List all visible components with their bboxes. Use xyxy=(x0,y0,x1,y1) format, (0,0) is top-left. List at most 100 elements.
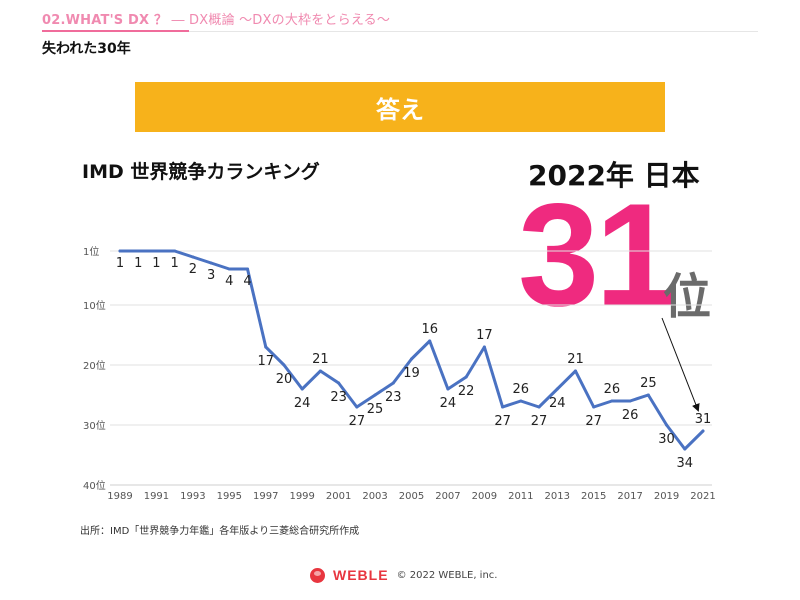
answer-banner: 答え xyxy=(135,82,665,132)
data-label: 21 xyxy=(312,352,329,367)
x-tick-label: 2011 xyxy=(508,491,533,502)
data-label: 20 xyxy=(276,372,293,387)
x-tick-label: 1997 xyxy=(253,491,278,502)
data-label: 27 xyxy=(585,414,602,429)
header-accent-bar xyxy=(42,30,189,32)
data-point xyxy=(646,393,650,397)
data-label: 1 xyxy=(134,256,142,271)
x-tick-label: 2021 xyxy=(690,491,715,502)
data-label: 25 xyxy=(367,402,384,417)
data-point xyxy=(355,405,359,409)
x-tick-label: 2003 xyxy=(362,491,387,502)
data-label: 2 xyxy=(189,262,197,277)
rank-unit: 位 xyxy=(663,269,712,325)
data-label: 17 xyxy=(257,354,274,369)
section-number: 02.WHAT'S DX ？ xyxy=(42,13,168,28)
data-point xyxy=(701,429,705,433)
data-point xyxy=(118,249,122,253)
data-label: 1 xyxy=(116,256,124,271)
data-label: 19 xyxy=(403,366,420,381)
data-point xyxy=(610,399,614,403)
copyright-text: © 2022 WEBLE, inc. xyxy=(396,569,498,581)
data-label: 23 xyxy=(330,390,347,405)
x-tick-label: 2013 xyxy=(545,491,570,502)
data-label: 26 xyxy=(622,408,639,423)
data-label: 16 xyxy=(421,322,438,337)
x-tick-label: 1999 xyxy=(289,491,314,502)
x-tick-label: 1995 xyxy=(217,491,242,502)
data-label: 27 xyxy=(494,414,511,429)
data-point xyxy=(482,345,486,349)
source-note: 出所：IMD「世界競争力年鑑」各年版より三菱総合研究所作成 xyxy=(80,526,360,537)
data-point xyxy=(227,267,231,271)
data-label: 34 xyxy=(677,456,694,471)
y-tick-label: 1位 xyxy=(83,245,99,258)
slide-subtitle: 失われた30年 xyxy=(42,41,131,57)
data-label: 4 xyxy=(243,274,251,289)
x-tick-label: 1989 xyxy=(107,491,132,502)
data-point xyxy=(154,249,158,253)
data-point xyxy=(391,381,395,385)
data-point xyxy=(209,261,213,265)
data-point xyxy=(519,399,523,403)
callout-arrow xyxy=(661,317,700,412)
x-tick-label: 2007 xyxy=(435,491,460,502)
section-title: ― DX概論 ～DXの大枠をとらえる～ xyxy=(167,13,391,28)
x-tick-label: 2017 xyxy=(617,491,642,502)
header-divider xyxy=(42,31,758,32)
x-tick-label: 2001 xyxy=(326,491,351,502)
data-point xyxy=(373,393,377,397)
data-point xyxy=(501,405,505,409)
data-point xyxy=(136,249,140,253)
x-tick-label: 2009 xyxy=(472,491,497,502)
data-point xyxy=(537,405,541,409)
data-point xyxy=(446,387,450,391)
data-label: 25 xyxy=(640,376,657,391)
data-point xyxy=(683,447,687,451)
data-label: 23 xyxy=(385,390,402,405)
data-point xyxy=(555,387,559,391)
y-tick-label: 40位 xyxy=(83,479,106,492)
data-label: 26 xyxy=(604,382,621,397)
data-label: 1 xyxy=(152,256,160,271)
x-tick-label: 2015 xyxy=(581,491,606,502)
data-label: 24 xyxy=(294,396,311,411)
data-label: 3 xyxy=(207,268,215,283)
data-label: 17 xyxy=(476,328,493,343)
y-tick-label: 10位 xyxy=(83,299,106,312)
data-point xyxy=(410,357,413,361)
section-header: 02.WHAT'S DX ？ ― DX概論 ～DXの大枠をとらえる～ xyxy=(42,9,390,28)
rank-value: 31 xyxy=(518,173,676,336)
data-point xyxy=(173,249,177,253)
y-tick-label: 30位 xyxy=(83,419,106,432)
data-point xyxy=(300,387,304,391)
data-label: 24 xyxy=(549,396,566,411)
x-tick-label: 2019 xyxy=(654,491,679,502)
answer-label: 答え xyxy=(376,95,424,124)
y-tick-label: 20位 xyxy=(83,359,106,372)
weble-logo-icon xyxy=(310,567,325,583)
data-label: 22 xyxy=(458,384,475,399)
data-point xyxy=(191,255,195,259)
data-point xyxy=(573,369,577,373)
data-label: 30 xyxy=(658,432,675,447)
data-label: 27 xyxy=(349,414,366,429)
x-tick-label: 1991 xyxy=(144,491,169,502)
data-label: 1 xyxy=(171,256,179,271)
data-point xyxy=(318,369,322,373)
data-label: 4 xyxy=(225,274,233,289)
weble-logo-text: WEBLE xyxy=(333,567,389,583)
data-label: 26 xyxy=(513,382,530,397)
footer: WEBLE © 2022 WEBLE, inc. xyxy=(310,567,497,583)
x-tick-label: 2005 xyxy=(399,491,424,502)
data-point xyxy=(665,423,669,427)
data-point xyxy=(264,345,268,349)
data-label: 24 xyxy=(440,396,457,411)
data-point xyxy=(628,399,632,403)
data-label: 21 xyxy=(567,352,584,367)
x-tick-label: 1993 xyxy=(180,491,205,502)
data-point xyxy=(282,363,286,367)
data-point xyxy=(337,381,341,385)
chart-title: IMD 世界競争カランキング xyxy=(82,161,320,183)
